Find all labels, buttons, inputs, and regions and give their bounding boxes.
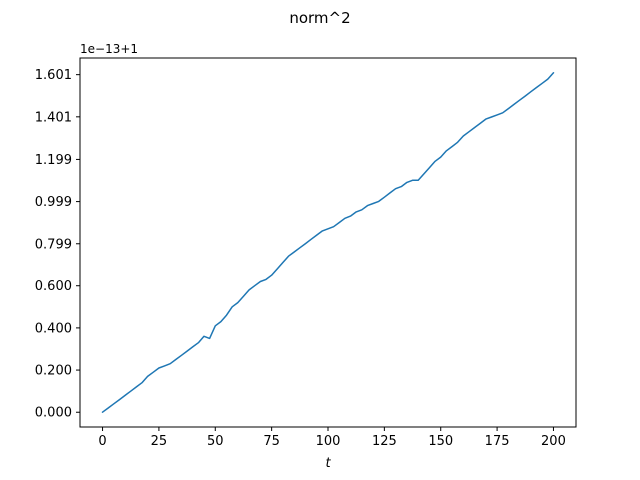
y-tick-label: 1.199 [35, 153, 72, 168]
x-tick-label: 0 [98, 434, 106, 449]
chart-title: norm^2 [289, 9, 350, 27]
y-tick-label: 0.400 [35, 321, 72, 336]
y-axis-offset-label: 1e−13+1 [80, 42, 138, 56]
y-tick-label: 1.601 [35, 68, 72, 83]
series-layer [101, 72, 555, 413]
x-tick-label: 175 [485, 434, 510, 449]
x-axis: 0 25 50 75 100 125 150 175 200 [98, 427, 566, 449]
y-tick-label: 0.999 [35, 195, 72, 210]
y-tick-label: 1.401 [35, 110, 72, 125]
x-tick-label: 25 [151, 434, 168, 449]
x-tick-label: 75 [263, 434, 280, 449]
x-tick-label: 150 [428, 434, 453, 449]
y-tick-label: 0.799 [35, 237, 72, 252]
x-tick-label: 50 [207, 434, 224, 449]
x-tick-label: 125 [372, 434, 397, 449]
series-line-1 [101, 72, 555, 413]
x-tick-label: 100 [316, 434, 341, 449]
y-axis: 0.000 0.200 0.400 0.600 0.799 0.999 1.199 1.401… [35, 68, 80, 421]
y-tick-label: 0.200 [35, 364, 72, 379]
x-axis-label: t [325, 456, 331, 471]
y-tick-label: 0.600 [35, 279, 72, 294]
y-tick-label: 0.000 [35, 406, 72, 421]
x-tick-label: 200 [541, 434, 566, 449]
